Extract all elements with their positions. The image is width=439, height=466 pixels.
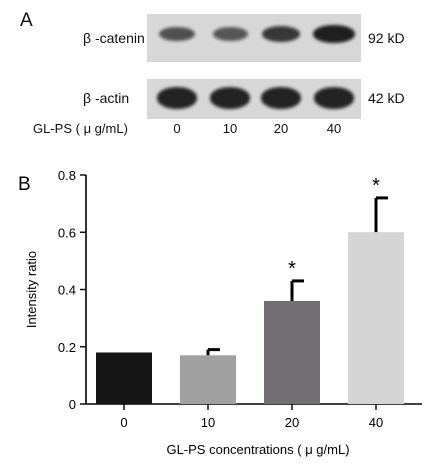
y-tick-label: 0.4 [58, 283, 76, 298]
y-tick-label: 0.2 [58, 340, 76, 355]
x-tick-label: 10 [201, 415, 215, 430]
panel-b-letter: B [18, 174, 31, 195]
blot-band [159, 27, 195, 41]
blot-band [212, 27, 248, 41]
lane-caption: GL-PS ( μ g/mL) [33, 121, 128, 136]
blot-band [313, 87, 355, 109]
x-axis-label: GL-PS concentrations ( μ g/mL) [166, 442, 349, 457]
x-tick-label: 20 [285, 415, 299, 430]
bar [96, 352, 152, 404]
blot-band [156, 87, 198, 109]
significance-marker: * [288, 258, 296, 280]
lane-label: 20 [273, 121, 289, 136]
blot-row-label: β -actin [83, 90, 130, 106]
x-tick-label: 0 [120, 415, 127, 430]
blot-size-label: 92 kD [368, 30, 405, 46]
blot-size-label: 42 kD [368, 90, 405, 106]
significance-marker: * [372, 175, 380, 197]
y-axis-label: Intensity ratio [24, 251, 39, 328]
y-tick-label: 0.6 [58, 225, 76, 240]
x-tick-label: 40 [369, 415, 383, 430]
lane-label: 0 [173, 121, 181, 136]
bar [264, 300, 320, 404]
blot-band [313, 25, 355, 43]
blot-row-label: β -catenin [83, 30, 145, 46]
blot-band [261, 26, 301, 42]
blot-band [209, 87, 251, 109]
bar [180, 355, 236, 404]
lane-label: 10 [222, 121, 238, 136]
bar [348, 232, 404, 404]
y-tick-label: 0 [69, 397, 76, 412]
blot-band [260, 87, 302, 109]
panel-a-letter: A [20, 10, 33, 31]
lane-label: 40 [326, 121, 342, 136]
y-tick-label: 0.8 [58, 168, 76, 183]
